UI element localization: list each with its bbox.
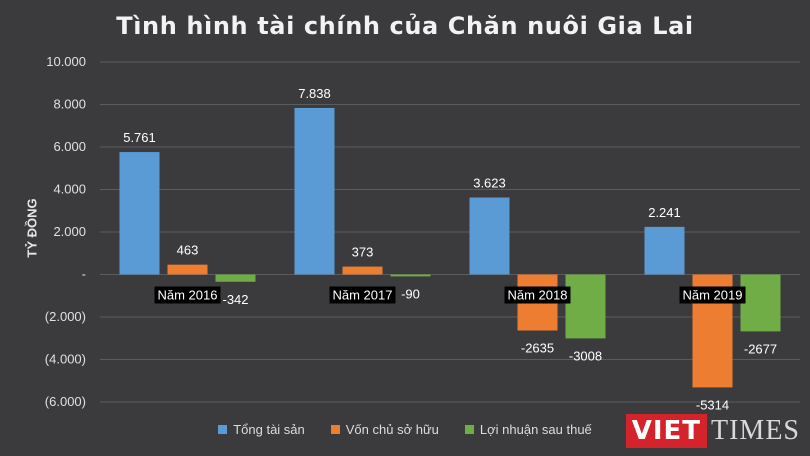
y-tick-label: (6.000) — [45, 394, 86, 409]
category-label-bg — [679, 286, 746, 304]
legend-label: Tổng tài sản — [233, 422, 305, 437]
legend-swatch — [218, 425, 228, 434]
logo-times: TIMES — [711, 415, 800, 446]
y-tick-label: (2.000) — [45, 309, 86, 324]
bar — [215, 274, 256, 282]
data-label: 7.838 — [298, 86, 331, 101]
y-tick-label: 2.000 — [53, 224, 86, 239]
legend-swatch — [330, 425, 340, 434]
legend-label: Vốn chủ sở hữu — [345, 422, 439, 437]
category-label-bg — [504, 286, 571, 304]
category-label-bg — [154, 286, 221, 304]
data-label: -342 — [222, 292, 248, 307]
bar — [294, 107, 335, 275]
bar — [469, 197, 510, 275]
data-label: -5314 — [696, 397, 729, 412]
data-label: 373 — [352, 245, 374, 260]
data-label: -2677 — [744, 341, 777, 356]
legend-item: Tổng tài sản — [218, 422, 305, 437]
x-tick-label: Năm 2017 — [333, 288, 393, 303]
y-tick-label: 6.000 — [53, 139, 86, 154]
y-tick-label: - — [82, 267, 86, 282]
bar — [119, 152, 160, 275]
data-label: 3.623 — [473, 176, 506, 191]
x-tick-label: Năm 2018 — [508, 288, 568, 303]
x-tick-label: Năm 2019 — [683, 288, 743, 303]
legend-label: Lợi nhuận sau thuế — [479, 422, 592, 437]
data-label: 463 — [177, 243, 199, 258]
y-tick-label: (4.000) — [45, 352, 86, 367]
y-tick-label: 10.000 — [46, 54, 86, 69]
legend-swatch — [464, 425, 474, 434]
legend: Tổng tài sản Vốn chủ sở hữu Lợi nhuận sau … — [0, 422, 810, 437]
data-label: -3008 — [569, 348, 602, 363]
x-tick-label: Năm 2016 — [158, 288, 218, 303]
logo-viet: VIET — [625, 414, 707, 448]
data-label: -2635 — [521, 340, 554, 355]
bar — [740, 274, 781, 332]
data-label: 2.241 — [648, 205, 681, 220]
viettimes-logo: VIET TIMES — [625, 414, 800, 448]
data-label: 5.761 — [123, 130, 156, 145]
bar — [644, 226, 685, 275]
bar — [342, 266, 383, 275]
bar — [390, 274, 431, 277]
y-tick-label: 4.000 — [53, 182, 86, 197]
data-label: -90 — [401, 286, 420, 301]
legend-item: Vốn chủ sở hữu — [330, 422, 439, 437]
legend-item: Lợi nhuận sau thuế — [464, 422, 592, 437]
chart-title: Tình hình tài chính của Chăn nuôi Gia La… — [116, 12, 694, 40]
bar — [167, 264, 208, 275]
category-label-bg — [329, 286, 396, 304]
y-tick-label: 8.000 — [53, 97, 86, 112]
bar — [565, 274, 606, 339]
